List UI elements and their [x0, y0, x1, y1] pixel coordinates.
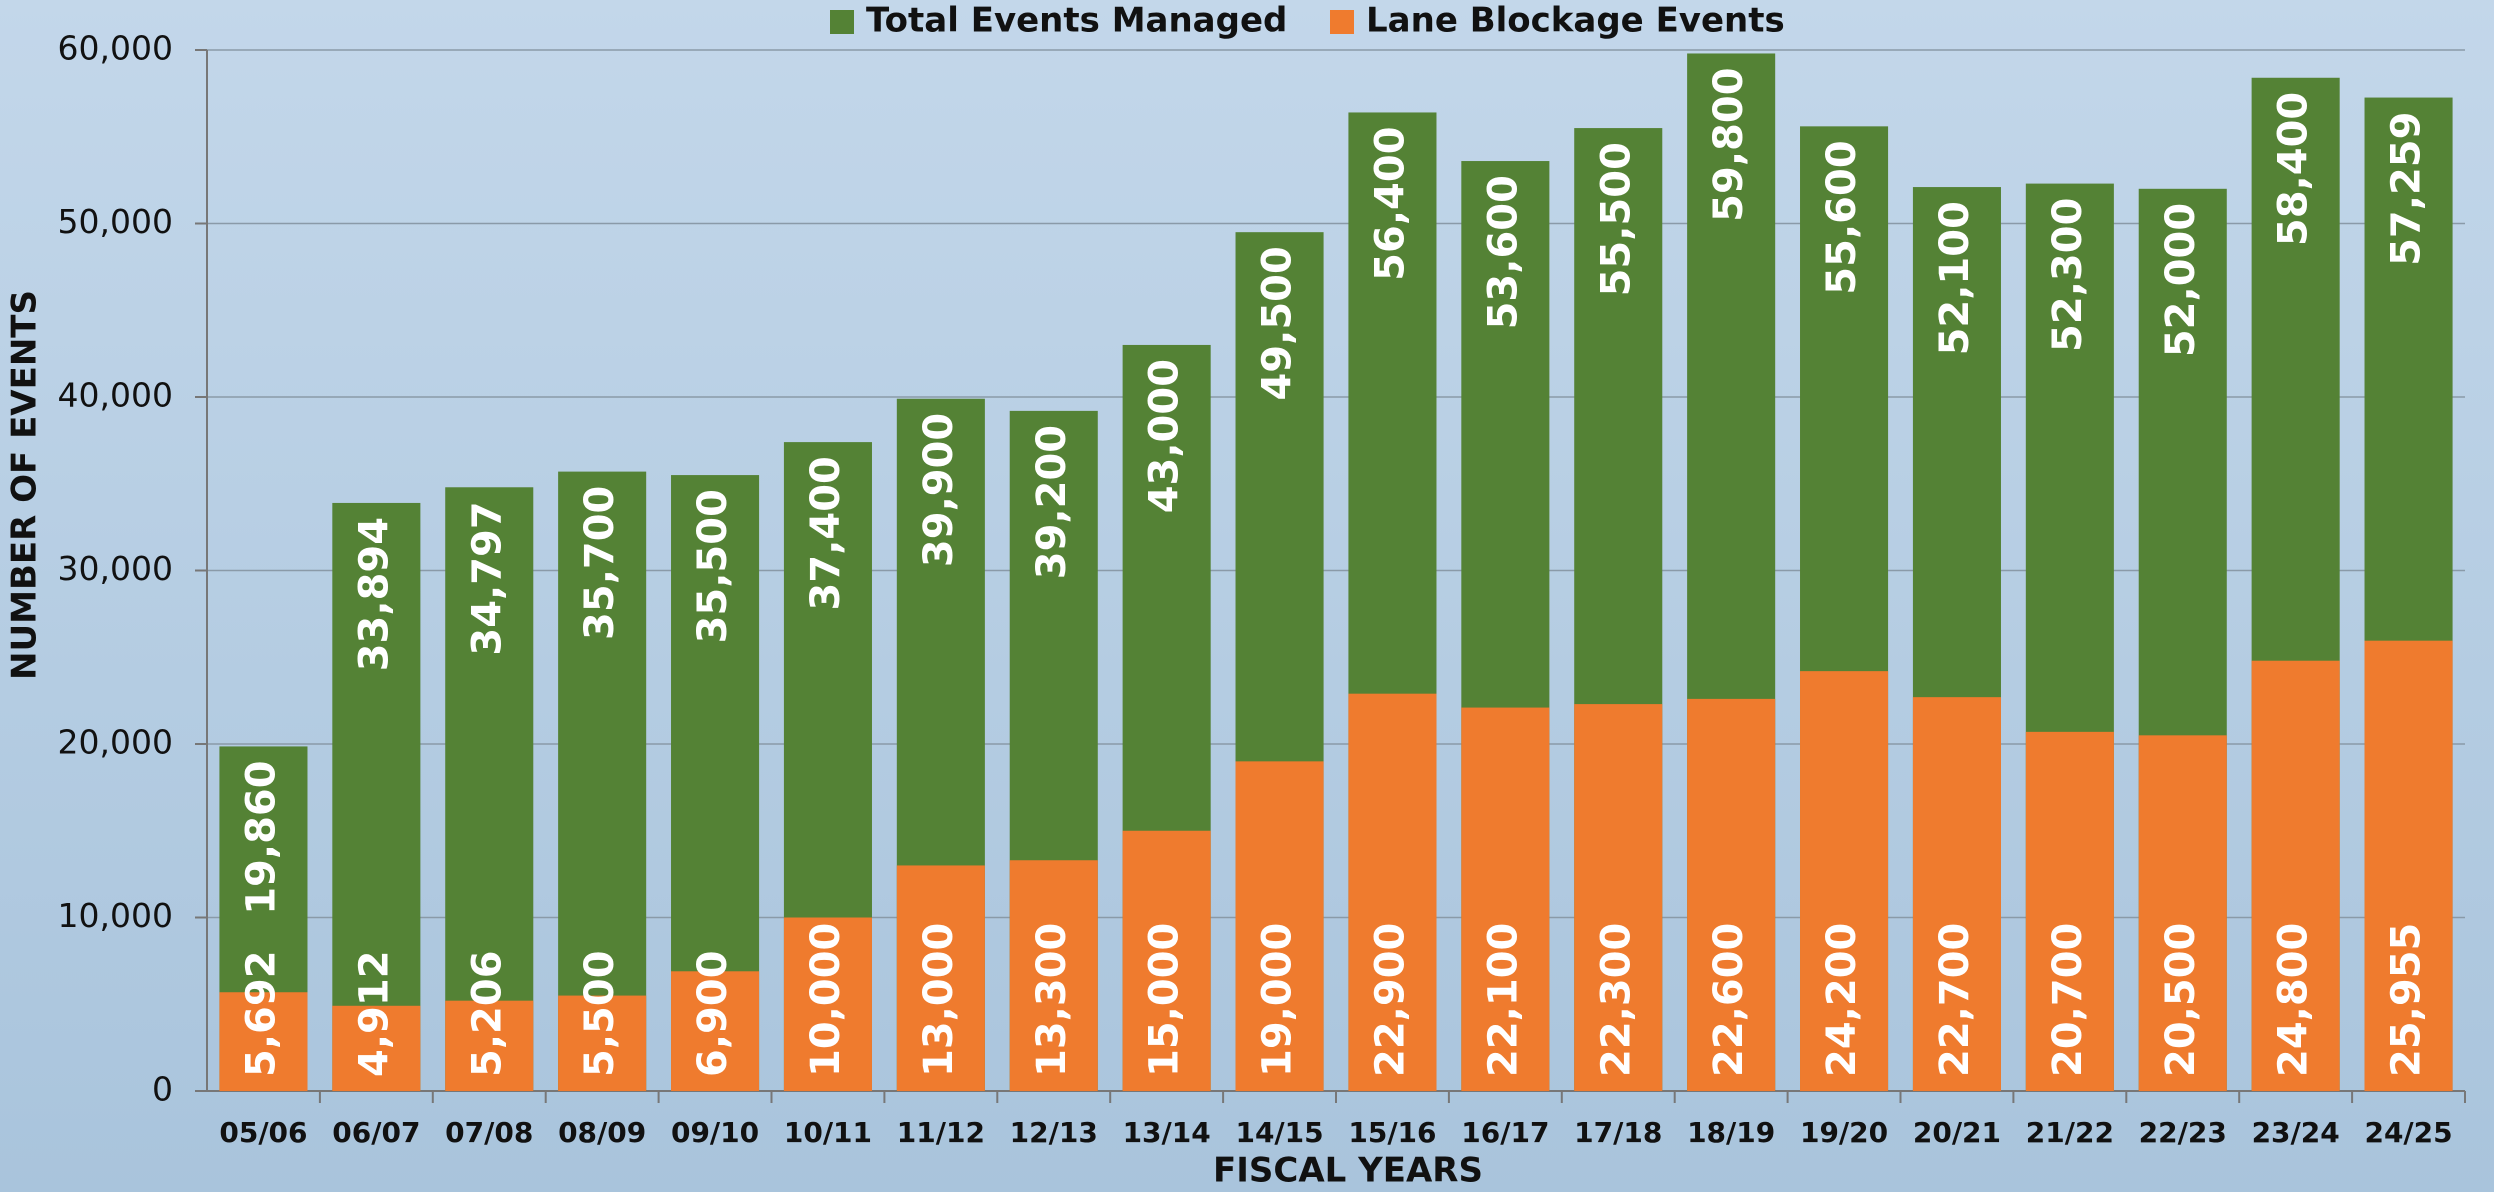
- value-label: 24,800: [2271, 923, 2317, 1077]
- x-tick-label: 13/14: [1123, 1116, 1211, 1149]
- value-label: 43,000: [1142, 359, 1188, 513]
- value-label: 6,900: [690, 950, 736, 1077]
- y-tick-label: 60,000: [58, 29, 173, 68]
- value-label: 19,000: [1255, 923, 1301, 1077]
- x-tick-label: 21/22: [2026, 1116, 2114, 1149]
- y-tick-label: 50,000: [58, 202, 173, 241]
- value-label: 39,200: [1029, 425, 1075, 579]
- value-label: 58,400: [2271, 92, 2317, 246]
- value-label: 20,700: [2045, 923, 2091, 1077]
- y-axis-title: NUMBER OF EVENTS: [5, 290, 45, 680]
- value-label: 49,500: [1255, 246, 1301, 400]
- value-label: 34,797: [464, 501, 510, 655]
- x-tick-label: 10/11: [784, 1116, 872, 1149]
- value-label: 22,600: [1706, 923, 1752, 1077]
- value-label: 52,300: [2045, 198, 2091, 352]
- value-label: 22,100: [1480, 923, 1526, 1077]
- x-tick-label: 05/06: [219, 1116, 307, 1149]
- chart: FISCAL YEARS NUMBER OF EVENTS 0 10,000 20,…: [0, 0, 2494, 1192]
- x-tick-label: 19/20: [1800, 1116, 1888, 1149]
- value-label: 4,912: [351, 950, 397, 1077]
- y-tick-label: 0: [152, 1070, 173, 1109]
- x-tick-label: 07/08: [445, 1116, 533, 1149]
- x-tick-label: 14/15: [1235, 1116, 1323, 1149]
- x-tick-label: 20/21: [1913, 1116, 2001, 1149]
- x-tick-label: 18/19: [1687, 1116, 1775, 1149]
- value-label: 59,800: [1706, 67, 1752, 221]
- value-label: 33,894: [351, 517, 397, 671]
- y-tick-label: 10,000: [58, 896, 173, 935]
- x-tick-label: 11/12: [897, 1116, 985, 1149]
- value-label: 35,500: [690, 489, 736, 643]
- value-label: 22,900: [1367, 923, 1413, 1077]
- legend-label: Total Events Managed: [866, 1, 1287, 41]
- value-label: 24,200: [1819, 923, 1865, 1077]
- value-label: 5,206: [464, 950, 510, 1077]
- value-label: 52,000: [2158, 203, 2204, 357]
- value-label: 39,900: [916, 413, 962, 567]
- value-label: 10,000: [803, 923, 849, 1077]
- value-label: 22,300: [1593, 923, 1639, 1077]
- value-label: 53,600: [1480, 175, 1526, 329]
- x-tick-label: 12/13: [1010, 1116, 1098, 1149]
- value-label: 22,700: [1932, 923, 1978, 1077]
- value-label: 13,000: [916, 923, 962, 1077]
- y-tick-label: 40,000: [58, 376, 173, 415]
- legend-swatch: [830, 10, 854, 34]
- value-label: 5,500: [577, 950, 623, 1077]
- value-label: 19,860: [238, 760, 284, 914]
- legend-label: Lane Blockage Events: [1366, 1, 1785, 41]
- x-tick-label: 08/09: [558, 1116, 646, 1149]
- value-label: 57,259: [2384, 112, 2430, 266]
- x-tick-label: 15/16: [1348, 1116, 1436, 1149]
- x-tick-label: 09/10: [671, 1116, 759, 1149]
- value-label: 20,500: [2158, 923, 2204, 1077]
- value-label: 25,955: [2384, 923, 2430, 1077]
- x-tick-label: 22/23: [2139, 1116, 2227, 1149]
- value-label: 15,000: [1142, 923, 1188, 1077]
- value-label: 13,300: [1029, 923, 1075, 1077]
- x-axis-title: FISCAL YEARS: [1213, 1151, 1483, 1191]
- value-label: 55,600: [1819, 140, 1865, 294]
- value-label: 35,700: [577, 486, 623, 640]
- y-tick-label: 30,000: [58, 549, 173, 588]
- value-label: 37,400: [803, 456, 849, 610]
- x-tick-label: 16/17: [1461, 1116, 1549, 1149]
- y-tick-label: 20,000: [58, 723, 173, 762]
- value-label: 5,692: [238, 950, 284, 1077]
- legend-swatch: [1330, 10, 1354, 34]
- x-tick-label: 24/25: [2364, 1116, 2452, 1149]
- x-tick-label: 17/18: [1574, 1116, 1662, 1149]
- value-label: 55,500: [1593, 142, 1639, 296]
- x-tick-label: 23/24: [2252, 1116, 2340, 1149]
- value-label: 52,100: [1932, 201, 1978, 355]
- x-tick-label: 06/07: [332, 1116, 420, 1149]
- value-label: 56,400: [1367, 126, 1413, 280]
